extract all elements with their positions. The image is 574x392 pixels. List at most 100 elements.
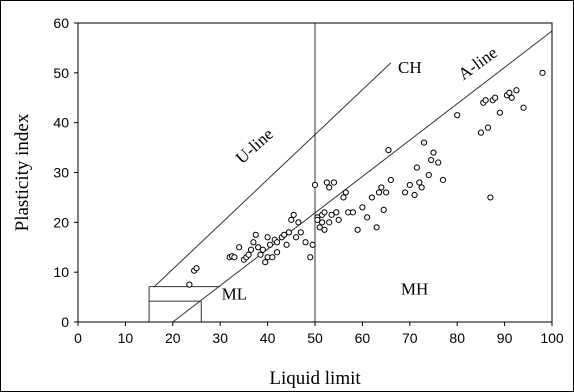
data-point <box>368 194 375 201</box>
plot-area-border <box>77 22 553 323</box>
data-point <box>508 94 515 101</box>
data-point <box>335 216 342 223</box>
data-point <box>231 254 238 261</box>
data-point <box>428 156 435 164</box>
data-point <box>506 89 513 96</box>
annotation-mh: MH <box>401 280 428 299</box>
data-point <box>245 251 252 258</box>
data-point <box>311 181 319 189</box>
data-point <box>269 254 276 261</box>
data-point <box>257 251 264 258</box>
data-point <box>259 246 266 253</box>
data-point <box>492 94 499 101</box>
data-point <box>264 234 271 241</box>
data-point <box>383 189 390 196</box>
annotation-ch: CH <box>398 58 422 77</box>
y-tick-label: 30 <box>53 165 69 181</box>
data-point <box>435 159 442 166</box>
data-point <box>273 249 281 256</box>
data-point <box>342 189 349 196</box>
data-point <box>477 129 484 136</box>
data-point <box>302 239 309 246</box>
x-tick-label: 40 <box>260 330 276 346</box>
ml-zone-box <box>148 286 221 322</box>
x-tick-label: 10 <box>118 330 134 346</box>
data-point <box>316 224 323 231</box>
annotation-a-line: A-line <box>455 43 501 84</box>
y-axis-ticks: 0 10 20 30 40 50 60 <box>53 15 78 330</box>
data-point <box>273 239 281 246</box>
data-point <box>340 194 347 201</box>
x-axis-ticks: 0 10 20 30 40 50 60 70 80 90 100 <box>74 322 564 346</box>
data-point <box>411 191 418 199</box>
y-axis-title: Plasticity index <box>12 113 33 231</box>
annotation-ml: ML <box>222 285 248 304</box>
data-point <box>321 209 328 216</box>
data-point <box>520 104 527 111</box>
data-point <box>378 184 385 191</box>
data-point <box>487 194 494 201</box>
data-point <box>354 226 361 233</box>
data-point <box>193 265 200 272</box>
data-point <box>425 171 432 179</box>
data-point <box>430 149 437 156</box>
y-tick-label: 60 <box>53 15 69 31</box>
data-point <box>283 241 290 248</box>
data-point <box>307 254 314 261</box>
data-point <box>401 189 409 196</box>
data-point <box>309 241 316 248</box>
x-tick-label: 0 <box>74 330 82 346</box>
data-point <box>292 234 300 241</box>
x-tick-label: 90 <box>497 330 513 346</box>
data-point <box>513 87 520 94</box>
data-point <box>387 176 394 184</box>
data-point <box>349 209 357 216</box>
x-tick-label: 100 <box>540 330 564 346</box>
data-point <box>285 229 293 236</box>
data-point <box>539 69 546 76</box>
x-tick-label: 70 <box>402 330 418 346</box>
data-point <box>406 181 413 189</box>
data-point <box>454 112 461 119</box>
data-point <box>281 231 288 238</box>
data-point <box>413 164 421 171</box>
reference-lines <box>153 23 552 322</box>
x-tick-label: 80 <box>449 330 465 346</box>
x-axis-title: Liquid limit <box>269 368 361 389</box>
data-point <box>359 204 366 211</box>
data-point <box>255 244 262 251</box>
data-point <box>314 216 321 223</box>
y-tick-label: 0 <box>61 314 69 330</box>
x-tick-label: 60 <box>355 330 371 346</box>
data-point <box>373 224 380 231</box>
data-point <box>319 219 326 226</box>
data-point <box>484 124 492 131</box>
data-point <box>288 216 295 223</box>
reference-line-u-line <box>153 62 392 288</box>
y-tick-label: 10 <box>53 264 69 280</box>
x-tick-label: 20 <box>165 330 181 346</box>
data-point <box>186 281 193 288</box>
annotation-u-line: U-line <box>232 124 277 167</box>
data-point <box>496 109 503 116</box>
data-point <box>247 246 255 253</box>
data-point <box>266 241 274 248</box>
data-point <box>250 239 257 246</box>
data-point <box>418 184 425 191</box>
data-point <box>364 214 371 221</box>
data-point <box>295 219 302 226</box>
data-point <box>439 176 447 184</box>
data-point <box>375 189 383 196</box>
data-point <box>326 184 333 191</box>
y-tick-label: 20 <box>53 214 69 230</box>
x-tick-label: 30 <box>212 330 228 346</box>
data-point <box>416 179 423 186</box>
data-point <box>290 211 297 218</box>
data-point <box>328 211 335 218</box>
data-point <box>321 226 328 233</box>
data-point <box>330 179 338 186</box>
data-point <box>252 231 259 238</box>
reference-line-a-line <box>172 30 552 322</box>
data-points <box>186 69 546 288</box>
